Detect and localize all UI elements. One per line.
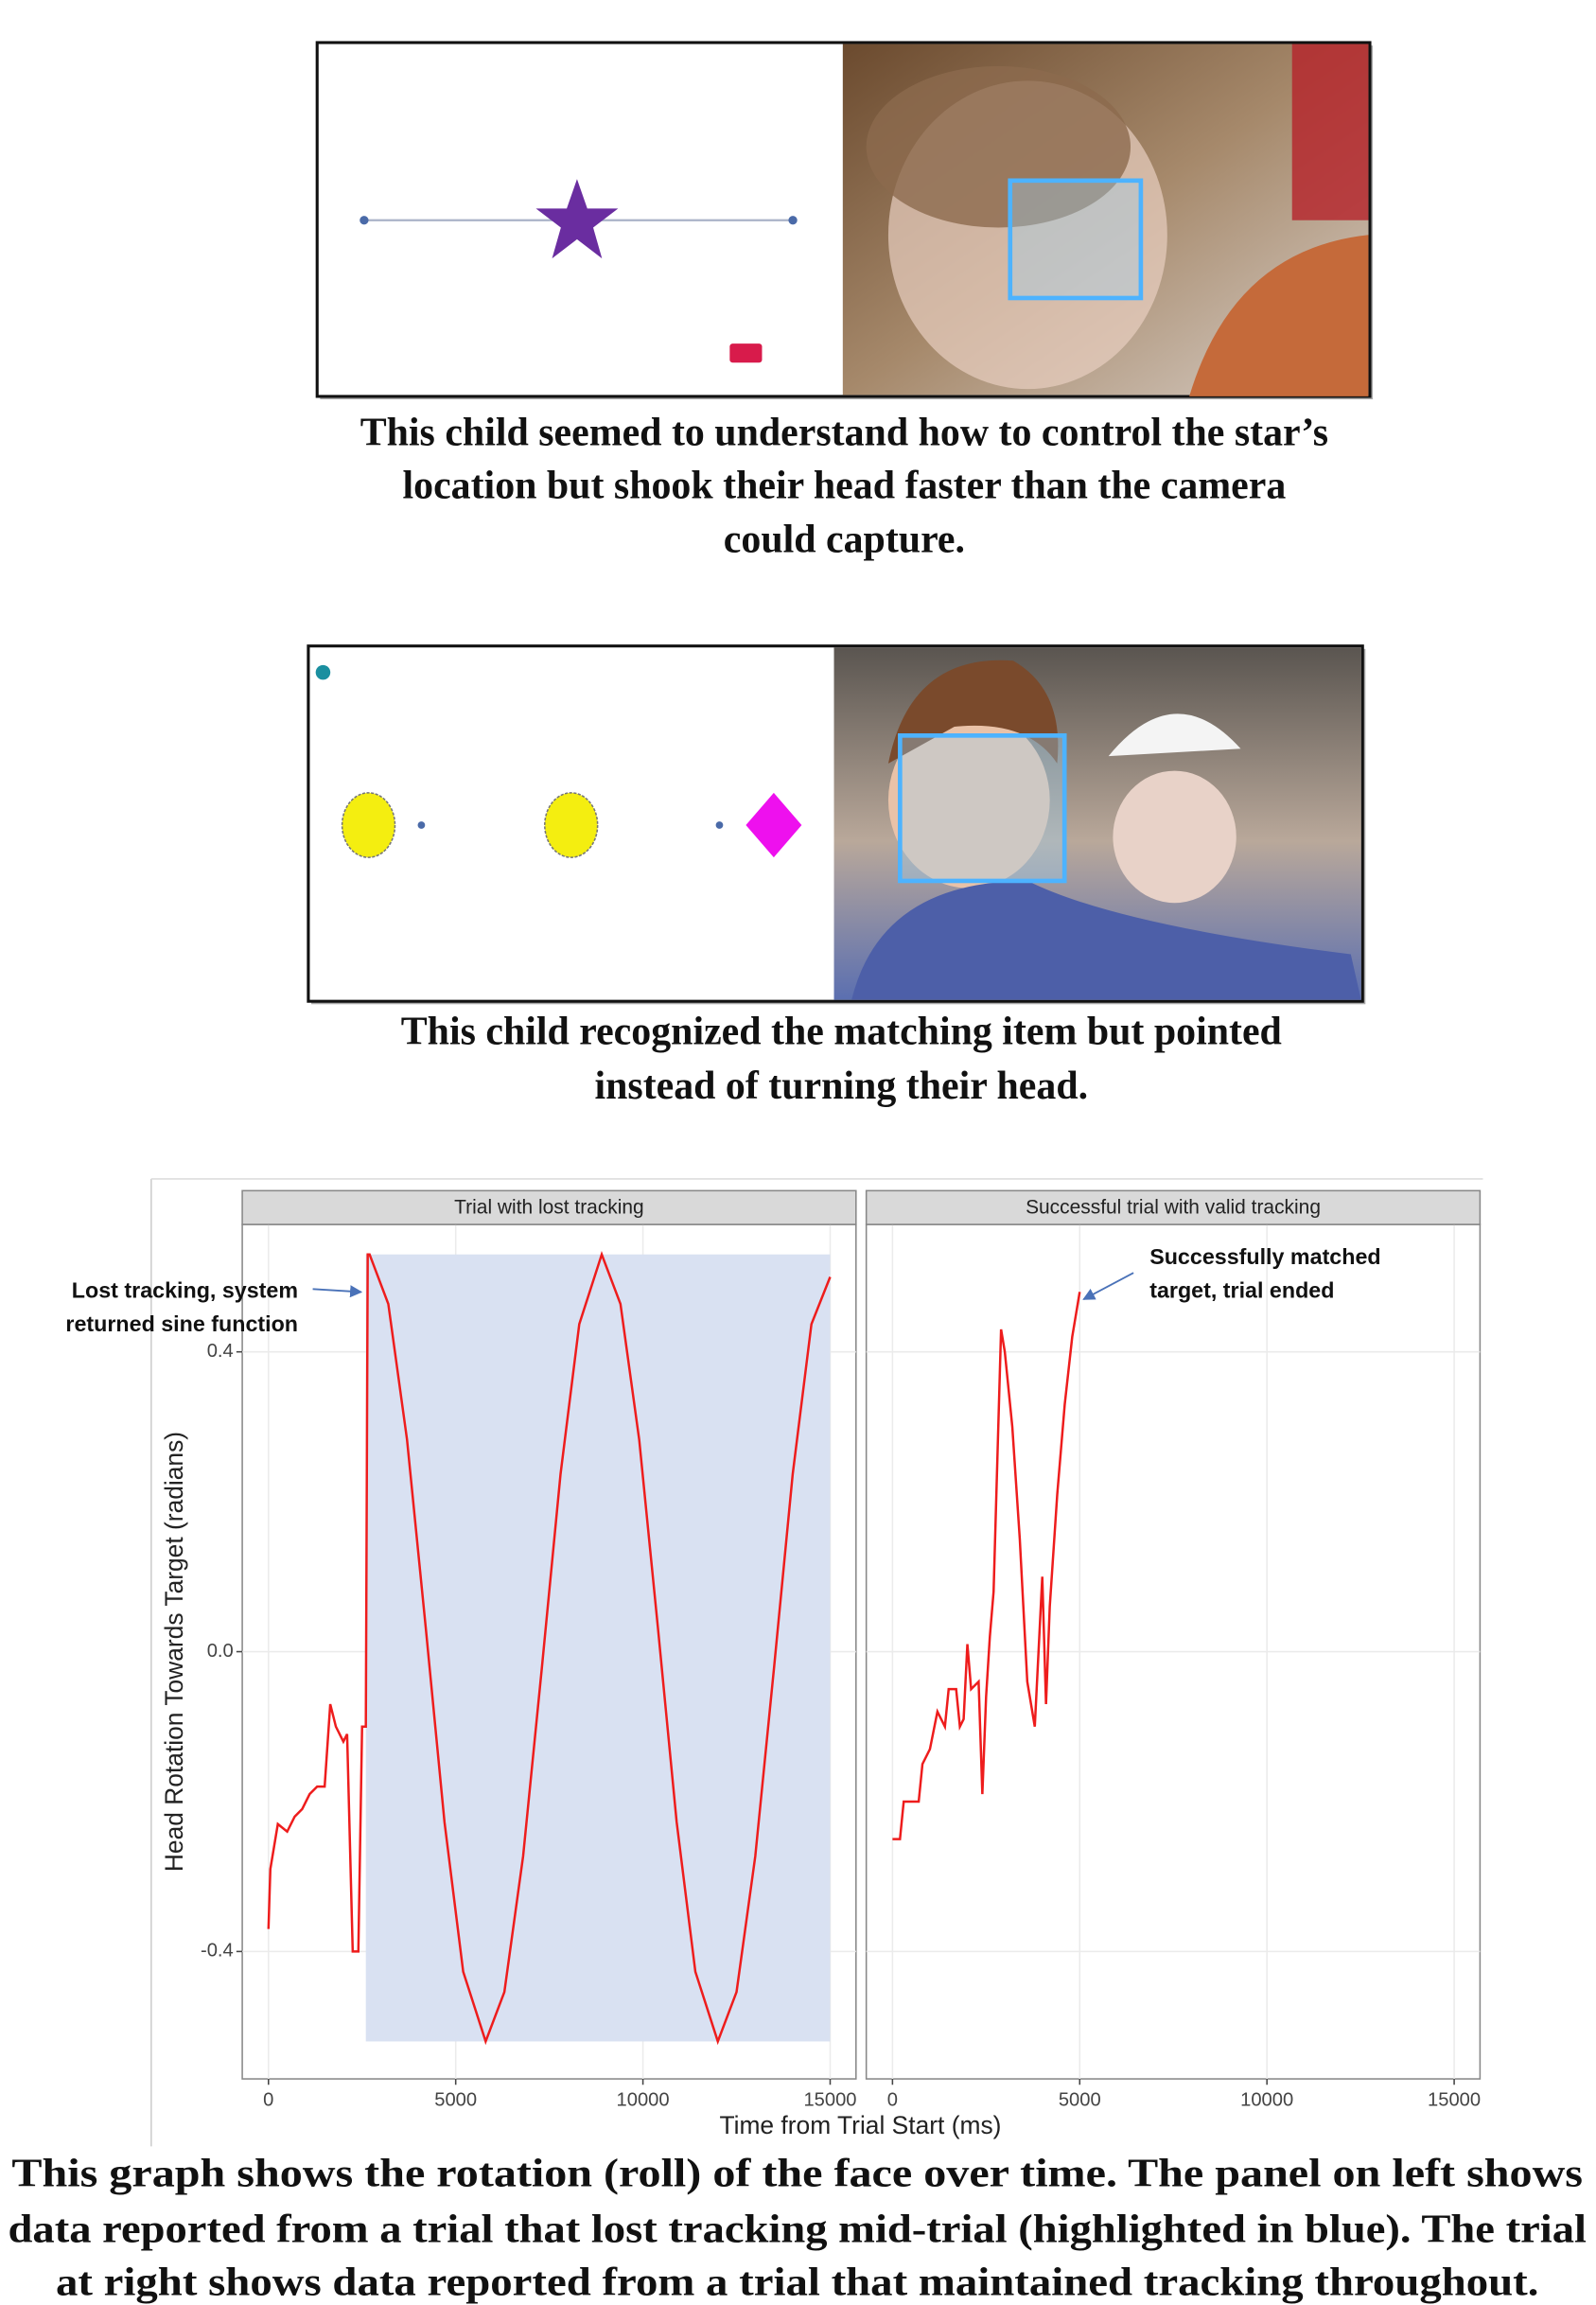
x-tick-label: 15000 <box>803 2090 856 2111</box>
x-tick-label: 0 <box>263 2090 273 2111</box>
caption-line: at right shows data reported from a tria… <box>56 2261 1538 2304</box>
caption-line: location but shook their head faster tha… <box>403 464 1287 507</box>
y-axis-title: Head Rotation Towards Target (radians) <box>160 1432 188 1872</box>
panel-title: Trial with lost tracking <box>454 1196 644 1218</box>
annotation: Lost tracking, system <box>72 1278 298 1303</box>
caption-line: This child seemed to understand how to c… <box>360 411 1328 454</box>
y-tick-label: -0.4 <box>201 1941 234 1962</box>
caption-line: instead of turning their head. <box>594 1065 1088 1108</box>
x-tick-label: 10000 <box>1240 2090 1293 2111</box>
caption-line: This child recognized the matching item … <box>401 1010 1282 1053</box>
x-tick-label: 5000 <box>434 2090 477 2111</box>
faceted-chart: Trial with lost tracking 0 5000 10000 15000 L… <box>65 1190 1481 2139</box>
x-axis-title: Time from Trial Start (ms) <box>719 2111 1001 2139</box>
caption-line: could capture. <box>724 519 965 562</box>
x-tick-label: 15000 <box>1428 2090 1481 2111</box>
annotation: returned sine function <box>65 1311 298 1336</box>
annotation: Successfully matched <box>1149 1244 1380 1269</box>
page: This child seemed to understand how to c… <box>0 0 1596 2305</box>
x-tick-label: 10000 <box>617 2090 670 2111</box>
panel-title: Successful trial with valid tracking <box>1026 1196 1321 1218</box>
screenshot-matching-task <box>308 646 1365 1005</box>
x-tick-label: 5000 <box>1059 2090 1101 2111</box>
caption-line: This graph shows the rotation (roll) of … <box>11 2153 1583 2196</box>
page-canvas: This child seemed to understand how to c… <box>0 0 1596 2305</box>
highlight-region <box>366 1255 831 2042</box>
y-tick-label: 0.0 <box>207 1641 234 1662</box>
x-tick-label: 0 <box>887 2090 898 2111</box>
screenshot-star-task <box>317 43 1373 399</box>
caption-line: data reported from a trial that lost tra… <box>9 2208 1587 2252</box>
annotation: target, trial ended <box>1149 1278 1334 1303</box>
y-tick-label: 0.4 <box>207 1341 234 1362</box>
